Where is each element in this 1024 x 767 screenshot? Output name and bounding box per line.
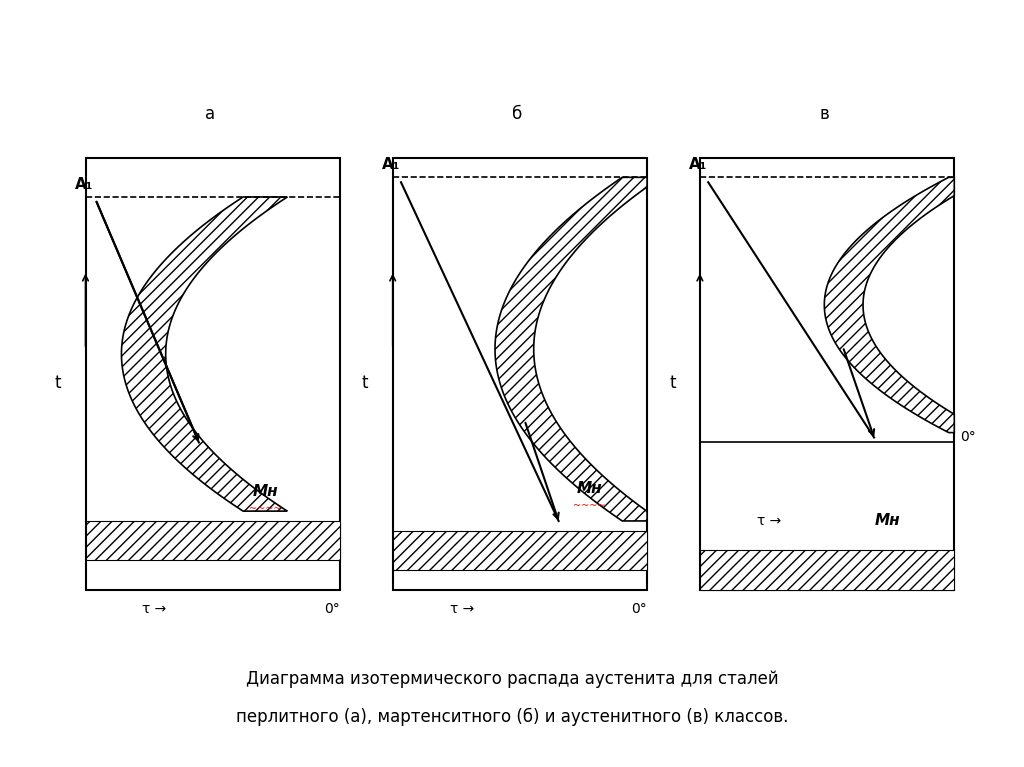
Text: Диаграмма изотермического распада аустенита для сталей: Диаграмма изотермического распада аустен… (246, 670, 778, 688)
Polygon shape (824, 177, 954, 433)
Polygon shape (122, 197, 288, 511)
Bar (393, 531, 647, 570)
Text: A₁: A₁ (382, 157, 400, 173)
Bar (86, 521, 340, 560)
Text: A₁: A₁ (75, 177, 93, 192)
Text: A₁: A₁ (689, 157, 708, 173)
Text: перлитного (а), мартенситного (б) и аустенитного (в) классов.: перлитного (а), мартенситного (б) и ауст… (236, 708, 788, 726)
Bar (700, 551, 954, 590)
Text: Mн: Mн (577, 482, 602, 496)
Text: ~~~~: ~~~~ (572, 502, 605, 512)
Text: б: б (512, 105, 522, 123)
Bar (393, 158, 647, 590)
Polygon shape (495, 177, 647, 521)
Text: Mн: Mн (252, 484, 279, 499)
Text: 0°: 0° (959, 430, 976, 445)
Bar (700, 158, 954, 590)
Bar (86, 158, 340, 590)
Text: 0°: 0° (631, 602, 646, 617)
Text: а: а (205, 105, 215, 123)
Text: 0°: 0° (324, 602, 339, 617)
Text: Mн: Mн (876, 513, 901, 528)
Text: τ →: τ → (142, 602, 167, 617)
Text: t: t (669, 374, 676, 393)
Text: t: t (54, 374, 61, 393)
Text: в: в (819, 105, 829, 123)
Text: ~~~~: ~~~~ (249, 504, 282, 514)
Text: τ →: τ → (757, 514, 781, 528)
Text: t: t (361, 374, 369, 393)
Text: τ →: τ → (450, 602, 474, 617)
